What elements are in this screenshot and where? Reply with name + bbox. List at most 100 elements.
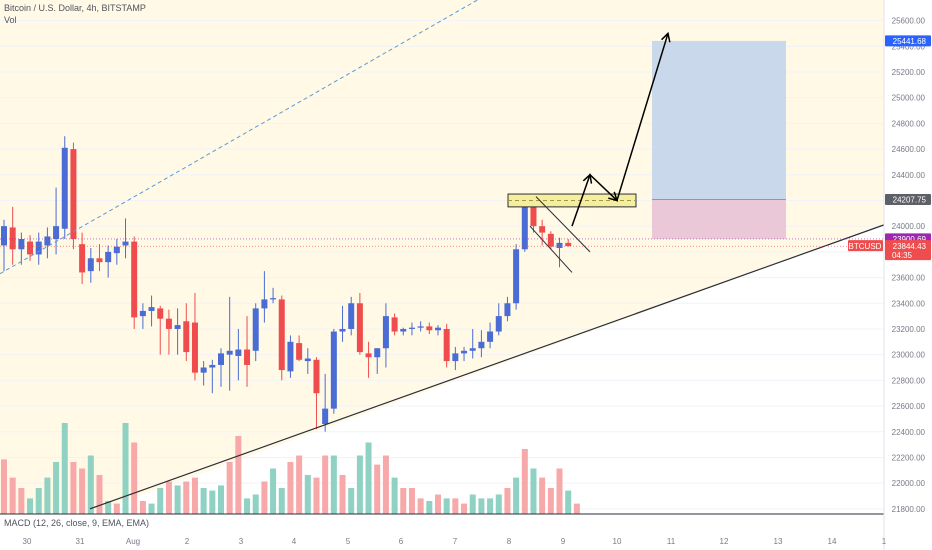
candle-body [209,364,216,368]
candle [1,219,7,272]
candle [287,335,294,378]
support-trendline[interactable] [89,224,885,510]
candle [539,219,546,246]
drawings[interactable] [0,0,885,510]
volume-bar [513,477,520,514]
price-tick-label: 24800.00 [892,119,926,128]
candle-body [495,316,502,332]
candle-body [165,318,172,329]
price-tick-label: 22000.00 [892,479,926,488]
volume-bar [18,488,25,514]
candle [478,330,485,358]
price-tick-label: 25600.00 [892,17,926,26]
candle [122,218,129,259]
candle-body [105,251,112,263]
flag-lower-line[interactable] [529,225,573,273]
candle [330,328,337,414]
candle-body [452,353,459,362]
candle [565,239,572,247]
candles [1,136,572,432]
volume-bar [218,485,224,514]
candle [226,296,233,391]
volume-bar [348,488,355,514]
candle [191,292,198,381]
candle [44,227,51,259]
candle [356,292,363,355]
volume-bar [174,485,181,514]
candle [382,303,389,368]
volume-bar [469,494,476,514]
candle-body [565,242,572,247]
price-tick-label: 21800.00 [892,505,926,514]
candle-body [461,350,468,354]
candle [304,348,311,374]
candle-body [547,233,554,247]
candle-body [183,321,190,353]
volume-bar [452,498,459,514]
candle-body [313,359,320,394]
candle [87,248,94,283]
time-tick-label: 12 [720,537,729,546]
candle [435,325,441,336]
volume-bar [547,488,554,514]
price-tick-label: 23200.00 [892,325,926,334]
volume-bar [113,503,120,514]
time-tick-label: 5 [346,537,351,546]
candle-body [443,328,450,362]
candle [252,303,259,362]
candle [391,313,398,336]
volume-bar [339,475,346,514]
time-tick-label: 6 [399,537,404,546]
candle-body [35,241,42,255]
flag-upper-line[interactable] [535,196,591,253]
candle-body [1,226,7,246]
volume-label: Vol [4,15,17,25]
candle-body [417,326,424,328]
candle [443,323,450,368]
candle [400,327,407,336]
volume-bar [70,462,77,514]
volume-bar [122,423,129,514]
position-tool[interactable] [652,40,786,239]
candle-body [122,241,129,246]
bar-countdown: 04:35 [892,251,913,260]
candle [200,361,207,386]
price-tick-label: 25000.00 [892,94,926,103]
time-axis[interactable]: 30 31 Aug 2 3 4 5 6 7 8 9 10 11 12 13 14 1 [23,537,887,546]
volume-bar [556,468,563,514]
price-tick-label: 24400.00 [892,171,926,180]
candle-body [174,325,181,329]
volume-bar [304,475,311,514]
projection-path[interactable] [571,33,669,227]
time-tick-label: 8 [507,537,512,546]
candle-body [252,308,259,351]
candle-body [113,246,120,254]
candle-body [157,308,164,319]
candle [113,239,120,265]
candle-body [87,258,94,272]
candle-body [44,236,51,246]
target-zone-box[interactable] [652,40,786,200]
volume-bar [461,503,468,514]
candle [270,287,277,304]
volume-bar [235,436,242,514]
candle-body [348,303,355,329]
volume-bar [148,503,155,514]
candle [322,373,329,432]
price-tick-label: 24000.00 [892,222,926,231]
candle [547,231,554,250]
candle [174,308,181,355]
candle-body [478,341,485,349]
time-tick-label: 2 [185,537,190,546]
candle [131,236,138,329]
volume-bar [139,501,146,514]
price-tick-label: 22600.00 [892,402,926,411]
candle-body [18,239,25,250]
stop-zone-box[interactable] [652,199,786,239]
volume-bar [200,488,207,514]
grid [0,20,884,510]
candle-body [521,206,528,250]
volume-bar [278,488,285,514]
candle [452,346,459,371]
